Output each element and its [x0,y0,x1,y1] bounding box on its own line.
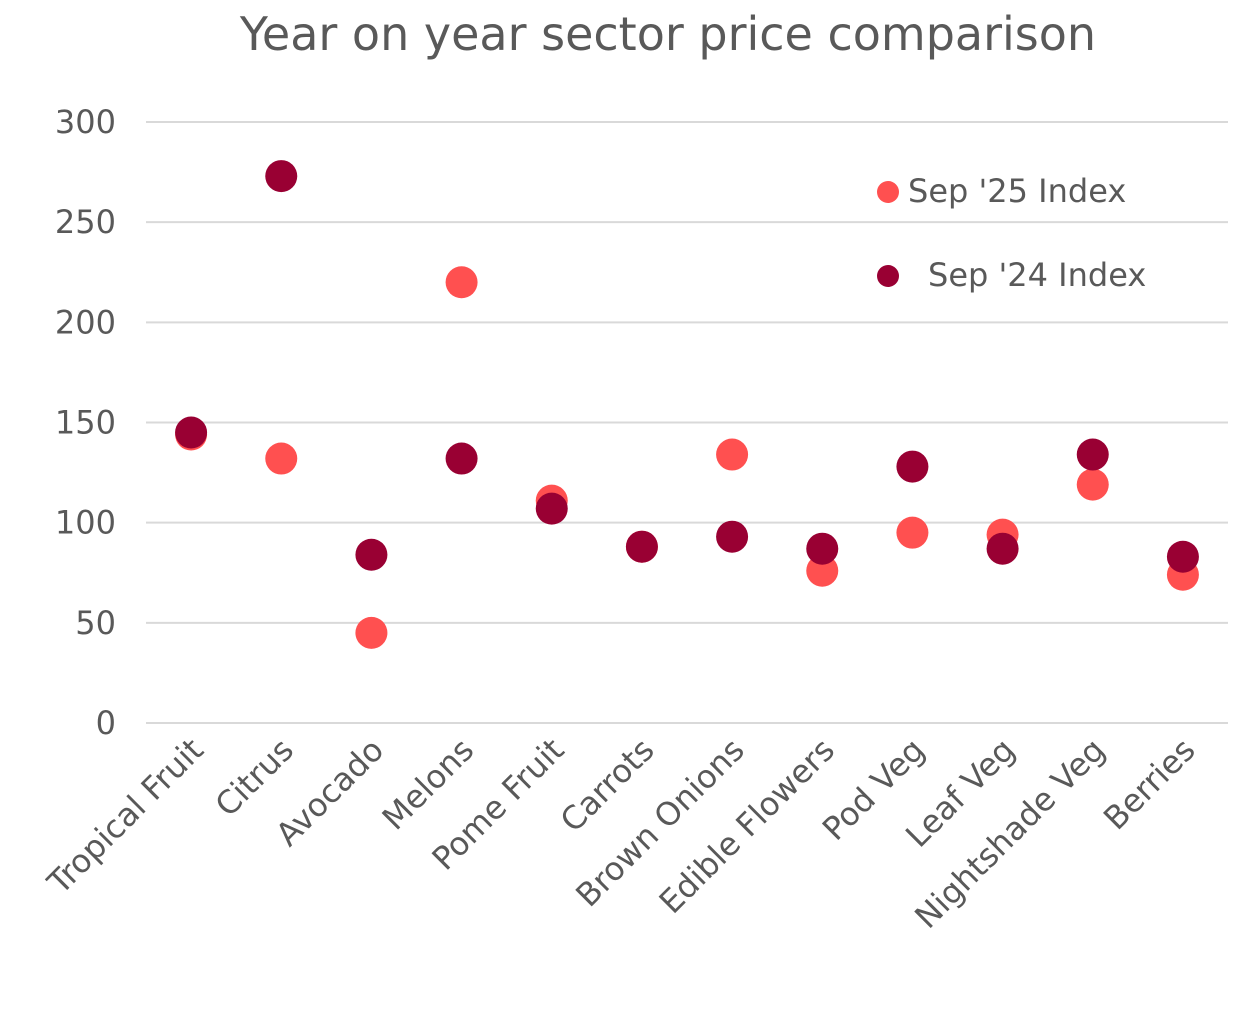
data-point [1166,540,1199,573]
x-category-label: Berries [1096,731,1203,838]
x-category-label: Tropical Fruit [39,731,210,902]
data-point [716,438,749,471]
data-series [175,160,1199,649]
legend: Sep '25 Index Sep '24 Index [877,172,1146,294]
data-point [265,442,298,475]
y-tick-label: 150 [55,404,116,442]
data-point [535,492,568,525]
data-point [1076,438,1109,471]
data-point [175,416,208,449]
y-tick-label: 250 [55,203,116,241]
gridlines [146,121,1228,724]
series-sep-25-index [175,266,1199,649]
data-point [806,554,839,587]
data-point [625,530,658,563]
data-point [445,266,478,299]
data-point [355,538,388,571]
data-point [896,450,929,483]
data-point [1076,468,1109,501]
data-point [806,532,839,565]
series-sep-24-index [175,160,1199,573]
y-tick-label: 300 [55,103,116,141]
chart-title: Year on year sector price comparison [239,7,1096,61]
y-tick-label: 0 [96,704,116,742]
legend-label: Sep '24 Index [928,256,1146,294]
y-axis-ticks: 0 50 100 150 200 250 300 [55,103,116,742]
y-tick-label: 200 [55,303,116,341]
legend-marker [877,181,899,203]
legend-marker [877,265,899,287]
data-point [265,160,298,193]
legend-label: Sep '25 Index [908,172,1126,210]
data-point [896,516,929,549]
y-tick-label: 50 [75,604,116,642]
data-point [716,520,749,553]
data-point [986,532,1019,565]
y-tick-label: 100 [55,504,116,542]
data-point [445,442,478,475]
data-point [355,616,388,649]
